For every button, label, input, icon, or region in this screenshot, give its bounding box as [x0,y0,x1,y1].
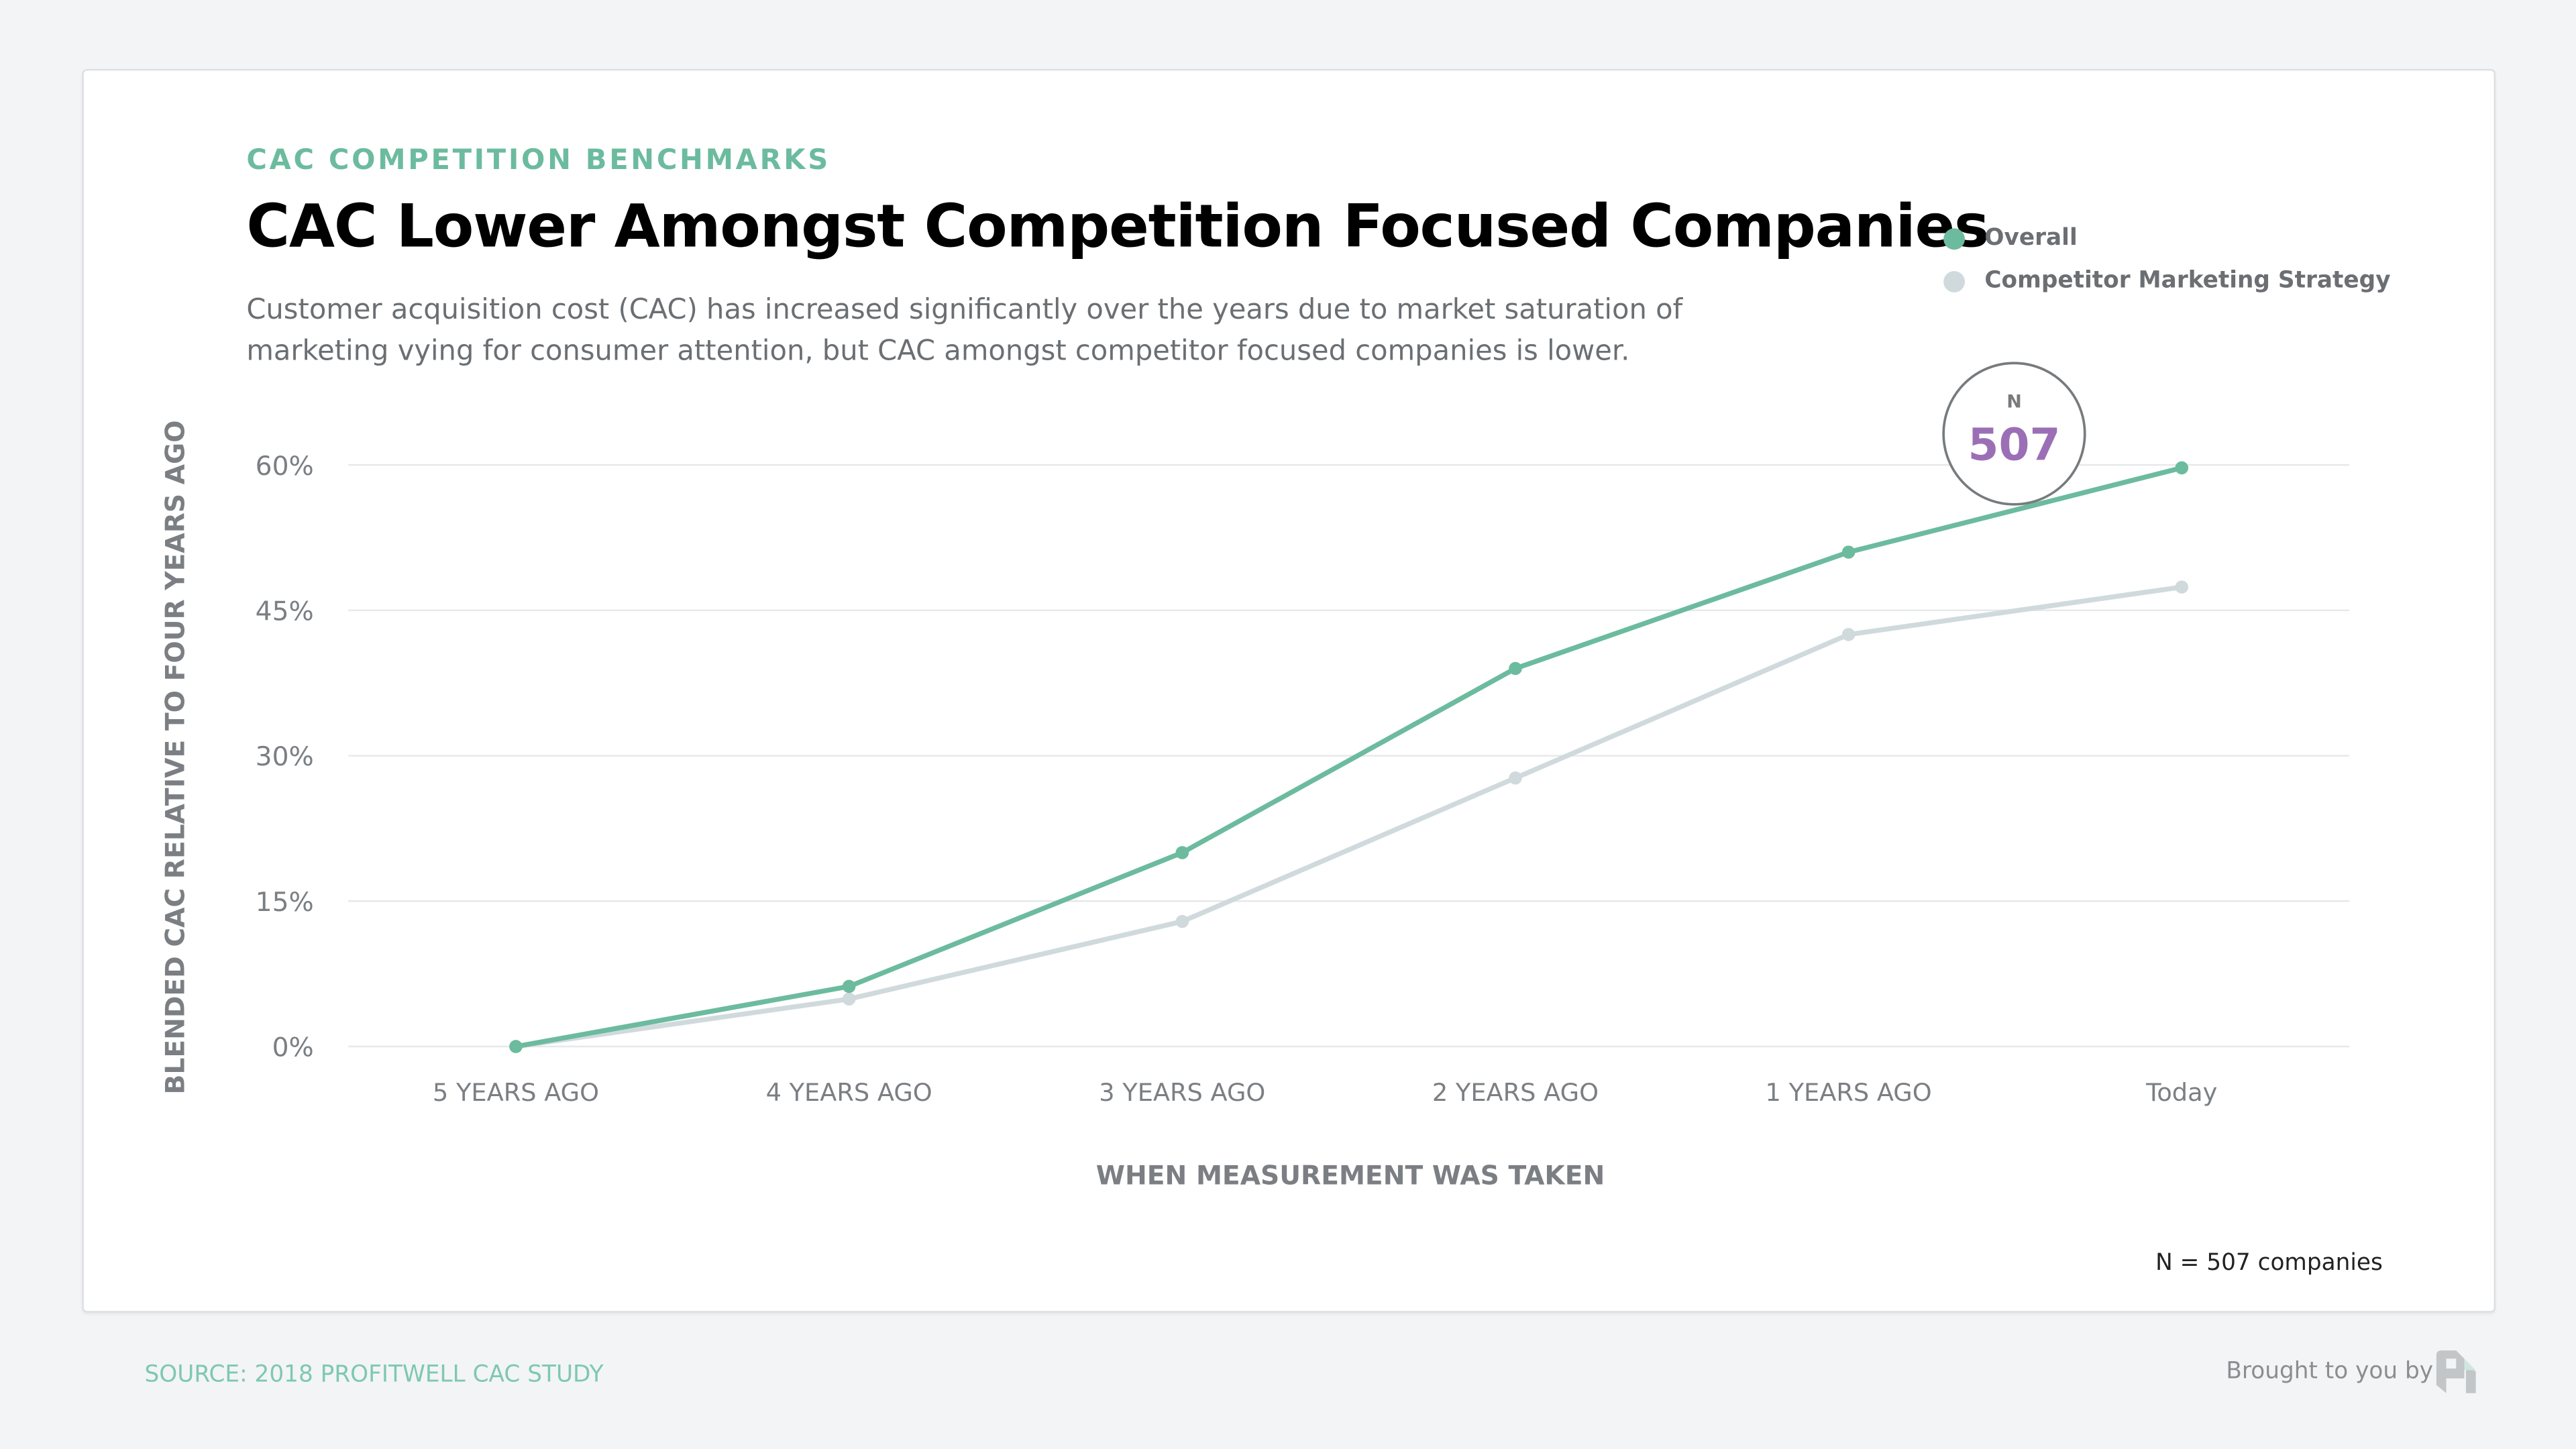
data-point [1509,771,1522,785]
source-note: SOURCE: 2018 PROFITWELL CAC STUDY [144,1362,604,1389]
data-point [2175,461,2189,475]
series-line-overall [515,465,2183,1049]
y-axis-label: BLENDED CAC RELATIVE TO FOUR YEARS AGO [160,421,191,1095]
x-tick-label: 3 YEARS AGO [1099,1078,1265,1107]
data-point [842,979,856,994]
legend-label: Overall [1984,225,2078,252]
legend-dot-icon [1943,270,1966,292]
x-tick-label: 2 YEARS AGO [1432,1078,1599,1107]
data-point [1841,545,1856,559]
y-tick-label: 30% [256,742,314,772]
profitwell-logo-icon[interactable] [2433,1349,2482,1398]
eyebrow: CAC COMPETITION BENCHMARKS [246,144,830,178]
badge-label: N [2006,391,2022,412]
chart-title: CAC Lower Amongst Competition Focused Co… [246,193,1989,262]
x-tick-label: 5 YEARS AGO [433,1078,599,1107]
chart-card [82,68,2496,1313]
chart-subtitle: Customer acquisition cost (CAC) has incr… [246,294,1683,368]
data-point [1509,661,1522,676]
y-tick-label: 0% [272,1033,314,1063]
badge-value: 507 [1968,419,2060,471]
brought-to-you-by: Brought to you by [2226,1358,2434,1385]
legend-label: Competitor Marketing Strategy [1984,268,2391,294]
data-point [2175,580,2189,594]
sample-size-badge [1942,362,2086,506]
series-line-competitor [515,584,2182,1049]
data-point [1175,914,1189,928]
sample-size-note: N = 507 companies [2155,1250,2383,1277]
y-tick-label: 60% [256,451,314,482]
y-tick-label: 45% [256,596,314,627]
x-axis-label: WHEN MEASUREMENT WAS TAKEN [1096,1161,1605,1191]
legend-dot-icon [1943,227,1966,250]
y-tick-label: 15% [256,888,314,918]
data-point [1841,628,1856,641]
legend-item-overall[interactable]: Overall [1943,217,2390,260]
x-tick-label: 4 YEARS AGO [766,1078,932,1107]
legend-item-competitor[interactable]: Competitor Marketing Strategy [1943,260,2391,303]
legend: Overall Competitor Marketing Strategy [1943,217,2391,303]
data-point [509,1040,523,1053]
x-tick-label: Today [2145,1078,2217,1107]
data-point [842,992,856,1006]
x-tick-label: 1 YEARS AGO [1766,1078,1932,1107]
data-point [1175,846,1189,859]
